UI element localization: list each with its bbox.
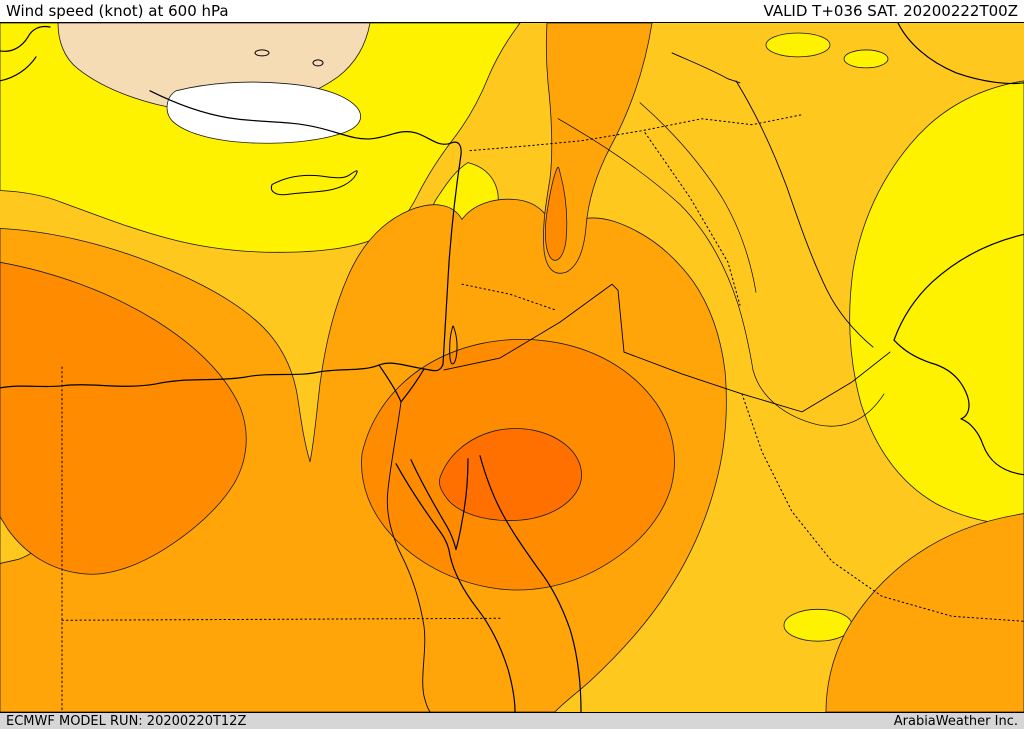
- contour-yellow-spot-1: [765, 32, 831, 58]
- turkey-coastline: [149, 90, 462, 156]
- model-run-label: ECMWF MODEL RUN: 20200220T12Z: [6, 713, 247, 729]
- contour-white-minimum: [166, 81, 361, 144]
- sinai-west-coast: [410, 459, 457, 551]
- sinai-east-coast: [455, 458, 469, 551]
- contour-yellow-spot-2: [843, 49, 889, 69]
- turkey-east-border: [671, 52, 741, 84]
- persian-gulf-south-coast: [893, 339, 1024, 476]
- contour-yellow-spot-4: [783, 608, 853, 642]
- cyprus-island: [270, 170, 358, 196]
- nile-river: [386, 401, 431, 712]
- caspian-coastline: [897, 23, 1024, 85]
- iran-iraq-border: [735, 80, 874, 348]
- branding-label: ArabiaWeather Inc.: [893, 713, 1018, 729]
- contour-orange-southeast: [825, 513, 1024, 712]
- syria-jordan-border: [461, 283, 557, 311]
- persian-gulf-north-coast: [893, 233, 1024, 341]
- contour-deeporange-max: [439, 428, 582, 521]
- levant-coastline: [429, 154, 462, 372]
- turkey-lake-2: [312, 59, 324, 67]
- contour-darkorange-west: [0, 261, 247, 575]
- dead-sea-outline: [449, 325, 458, 365]
- red-sea-west-coast: [395, 463, 516, 712]
- turkey-lake-1: [254, 49, 270, 57]
- wind-speed-contour-map: [0, 23, 1024, 712]
- contour-darkorange-tongue: [544, 166, 568, 261]
- red-sea-east-coast: [479, 455, 582, 712]
- valid-time-label: VALID T+036 SAT. 20200222T00Z: [763, 2, 1018, 20]
- coastlines: [0, 23, 1024, 712]
- map-footer: ECMWF MODEL RUN: 20200220T12Z ArabiaWeat…: [0, 713, 1024, 729]
- egypt-sudan-border: [61, 617, 501, 621]
- jordan-saudi-iraq-border: [443, 283, 891, 413]
- turkey-syria-border: [469, 114, 803, 152]
- political-borders: [61, 52, 1024, 712]
- contour-yellow-east: [849, 80, 1024, 526]
- page-title: Wind speed (knot) at 600 hPa: [6, 2, 229, 20]
- black-sea-coastline: [0, 25, 51, 82]
- tigris-river: [639, 102, 757, 293]
- contour-fills: [0, 23, 1024, 712]
- rivers: [557, 102, 885, 427]
- euphrates-river: [557, 118, 885, 427]
- nile-delta: [378, 364, 425, 403]
- contour-orange-tongue: [543, 23, 653, 274]
- syria-iraq-border: [644, 132, 741, 306]
- map-area: [0, 22, 1024, 713]
- map-header: Wind speed (knot) at 600 hPa VALID T+036…: [0, 0, 1024, 22]
